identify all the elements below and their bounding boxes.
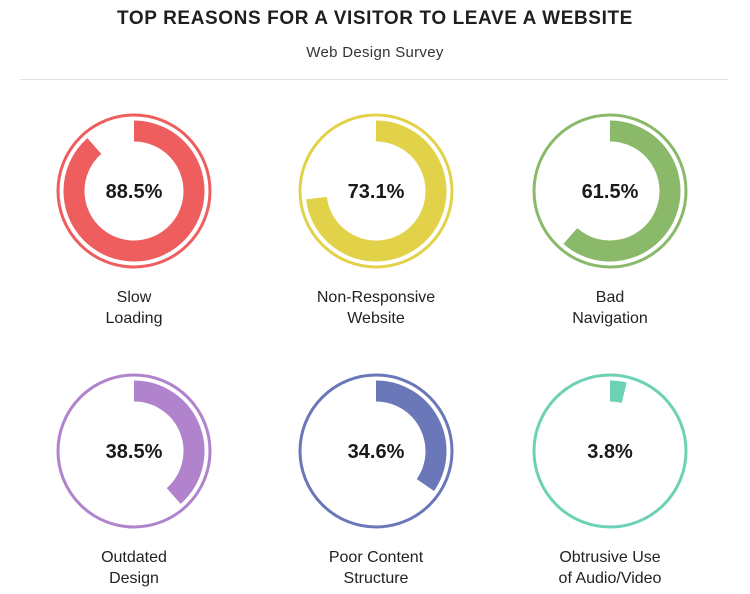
donut-ring-slow-loading: [56, 113, 212, 269]
donut-label-bad-navigation: Navigation: [572, 310, 648, 327]
donut-label-slow-loading: Slow: [117, 289, 152, 306]
page-title: TOP REASONS FOR A VISITOR TO LEAVE A WEB…: [117, 8, 633, 29]
donut-value-obtrusive-use-of-audio-video: 3.8%: [587, 441, 633, 463]
donut-arc-non-responsive-website: [306, 120, 447, 262]
donut-ring-obtrusive-use-of-audio-video: [532, 373, 688, 529]
donut-value-outdated-design: 38.5%: [106, 441, 163, 463]
donut-poor-content-structure: 34.6% Poor Content Structure: [298, 373, 454, 587]
donut-value-slow-loading: 88.5%: [106, 181, 163, 203]
donut-bad-navigation: 61.5% Bad Navigation: [532, 113, 688, 327]
donut-arc-obtrusive-use-of-audio-video: [609, 380, 627, 403]
donut-outdated-design: 38.5% Outdated Design: [56, 373, 212, 587]
donut-slow-loading: 88.5% Slow Loading: [56, 113, 212, 327]
donut-ring-outdated-design: [56, 373, 212, 529]
donut-label-non-responsive-website: Non-Responsive: [317, 289, 435, 306]
donut-value-poor-content-structure: 34.6%: [348, 441, 405, 463]
donut-ring-non-responsive-website: [298, 113, 454, 269]
donut-ring-poor-content-structure: [298, 373, 454, 529]
donut-non-responsive-website: 73.1% Non-Responsive Website: [298, 113, 454, 327]
donut-label-poor-content-structure: Structure: [344, 570, 409, 587]
donut-value-bad-navigation: 61.5%: [582, 181, 639, 203]
donut-label-non-responsive-website: Website: [347, 310, 405, 327]
donut-obtrusive-use-of-audio-video: 3.8% Obtrusive Use of Audio/Video: [532, 373, 688, 587]
donut-arc-poor-content-structure: [375, 380, 447, 491]
donut-value-non-responsive-website: 73.1%: [348, 181, 405, 203]
donut-ring-bad-navigation: [532, 113, 688, 269]
donut-label-slow-loading: Loading: [106, 310, 163, 327]
donut-label-outdated-design: Design: [109, 570, 159, 587]
donut-label-obtrusive-use-of-audio-video: Obtrusive Use: [559, 549, 660, 566]
page-subtitle: Web Design Survey: [306, 44, 444, 61]
header-divider: [20, 79, 728, 80]
donut-label-poor-content-structure: Poor Content: [329, 549, 424, 566]
donut-arc-outdated-design: [133, 380, 205, 504]
donut-arc-slow-loading: [63, 120, 205, 262]
donut-label-bad-navigation: Bad: [596, 289, 624, 306]
donut-arc-bad-navigation: [563, 120, 681, 262]
donut-label-outdated-design: Outdated: [101, 549, 167, 566]
donut-label-obtrusive-use-of-audio-video: of Audio/Video: [559, 570, 662, 587]
